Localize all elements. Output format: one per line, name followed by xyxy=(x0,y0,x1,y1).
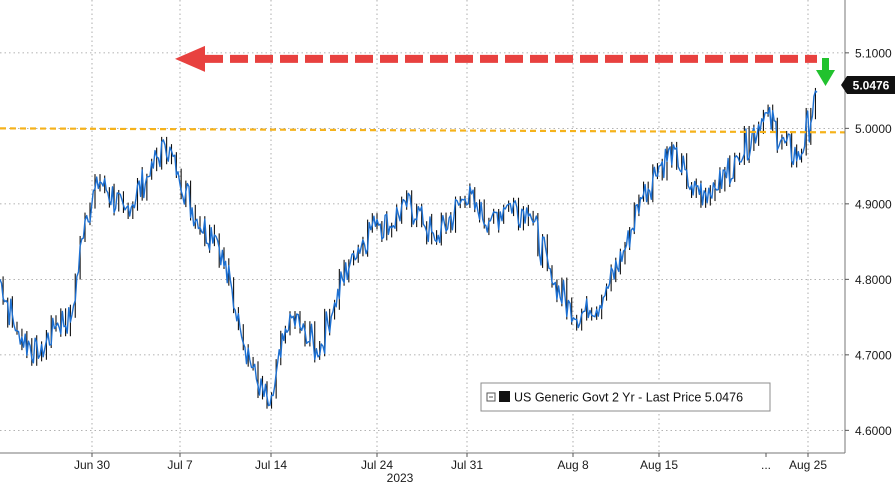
y-tick-label: 4.9000 xyxy=(855,197,892,211)
x-tick-label: Aug 15 xyxy=(640,458,678,472)
reference-layer xyxy=(0,45,846,134)
y-tick-label: 4.6000 xyxy=(855,424,892,438)
legend[interactable]: US Generic Govt 2 Yr - Last Price 5.0476 xyxy=(480,382,771,412)
last-price-badge: 5.0476 xyxy=(841,76,895,94)
x-tick-label: Jul 14 xyxy=(255,458,287,472)
x-tick-label: Aug 8 xyxy=(557,458,589,472)
highlight-arrow-head xyxy=(175,45,205,72)
reference-line xyxy=(0,127,846,134)
x-tick-label: Jun 30 xyxy=(74,458,110,472)
y-tick-label: 4.8000 xyxy=(855,273,892,287)
x-tick-label: ... xyxy=(761,458,771,472)
down-arrow-head xyxy=(816,70,835,86)
y-tick-labels: 4.6000 4.7000 4.8000 4.9000 5.0000 5.1000 xyxy=(845,46,892,438)
legend-swatch xyxy=(499,391,510,402)
axis-layer: 2023 xyxy=(0,0,846,485)
series-line-layer xyxy=(0,87,818,409)
series-line xyxy=(0,90,818,407)
x-tick-label: Jul 7 xyxy=(167,458,193,472)
last-price-badge-pointer xyxy=(841,76,847,94)
x-tick-label: Jul 31 xyxy=(451,458,483,472)
year-label: 2023 xyxy=(387,471,414,485)
last-price-badge-bg xyxy=(847,76,895,94)
y-tick-label: 5.1000 xyxy=(855,46,892,60)
down-arrow-shaft xyxy=(822,58,829,71)
y-tick-label: 5.0000 xyxy=(855,122,892,136)
legend-series-name: US Generic Govt 2 Yr - Last Price 5.0476 xyxy=(514,391,743,405)
legend-box xyxy=(480,382,771,412)
x-tick-label: Aug 25 xyxy=(789,458,827,472)
y-tick-label: 4.7000 xyxy=(855,348,892,362)
x-tick-labels: Jun 30 Jul 7 Jul 14 Jul 24 Jul 31 Aug 8 Aug 15… xyxy=(74,453,827,472)
x-tick-label: Jul 24 xyxy=(361,458,393,472)
last-price-value: 5.0476 xyxy=(853,79,890,93)
